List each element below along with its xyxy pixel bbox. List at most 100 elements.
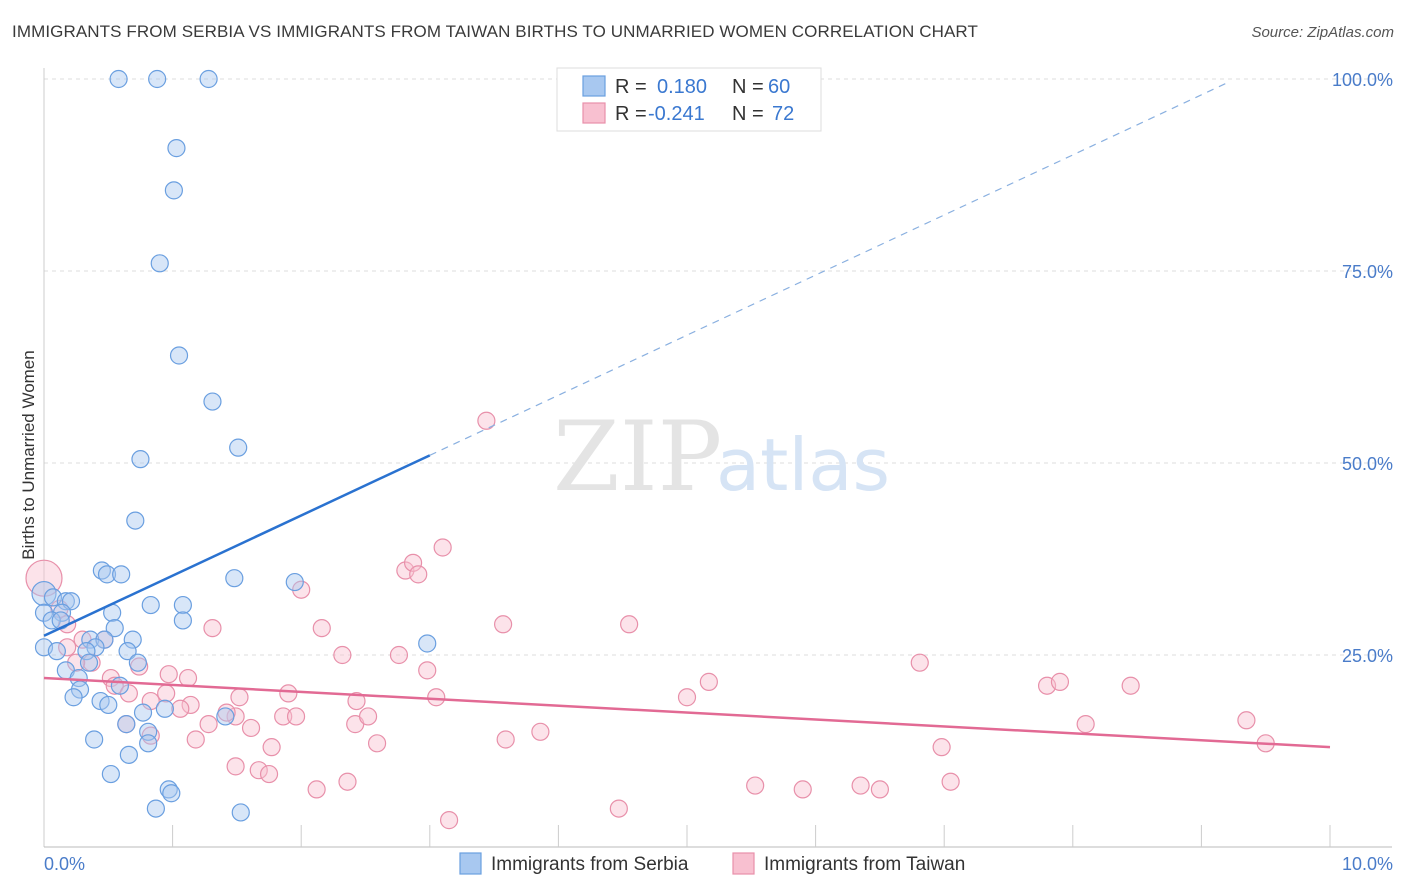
serbia-point-3 bbox=[167, 139, 186, 158]
legend-serbia-n-value: 60 bbox=[768, 76, 790, 98]
taiwan-trend-line bbox=[43, 676, 1331, 749]
serbia-point-32 bbox=[86, 638, 105, 657]
serbia-point-27 bbox=[173, 611, 192, 630]
taiwan-point-31 bbox=[249, 761, 268, 780]
x-tick-labels: 0.0% 10.0% bbox=[44, 854, 1393, 874]
axes bbox=[43, 68, 1392, 848]
taiwan-point-33 bbox=[312, 619, 331, 638]
taiwan-point-48 bbox=[477, 411, 496, 430]
serbia-point-5 bbox=[150, 254, 169, 273]
bottom-legend-serbia-label: Immigrants from Serbia bbox=[491, 854, 689, 875]
taiwan-point-64 bbox=[1076, 715, 1095, 734]
taiwan-point-39 bbox=[389, 645, 409, 665]
serbia-point-15 bbox=[285, 572, 304, 592]
taiwan-point-57 bbox=[851, 776, 870, 795]
taiwan-point-70 bbox=[439, 811, 459, 830]
taiwan-point-7 bbox=[67, 653, 86, 672]
watermark-atlas: atlas bbox=[716, 423, 890, 507]
serbia-point-55 bbox=[101, 764, 120, 784]
bottom-legend-taiwan-label: Immigrants from Taiwan bbox=[764, 854, 965, 875]
serbia-point-13 bbox=[112, 565, 131, 584]
serbia-point-58 bbox=[146, 799, 165, 818]
serbia-point-39 bbox=[128, 653, 147, 672]
serbia-point-43 bbox=[110, 676, 129, 695]
taiwan-point-69 bbox=[338, 772, 357, 791]
y-axis-label: Births to Unmarried Women bbox=[19, 350, 38, 559]
taiwan-point-16 bbox=[181, 695, 200, 715]
y-tick-labels: 25.0% 50.0% 75.0% 100.0% bbox=[1332, 70, 1393, 666]
taiwan-point-71 bbox=[609, 799, 628, 818]
serbia-point-49 bbox=[216, 707, 235, 726]
serbia-point-47 bbox=[155, 699, 174, 718]
taiwan-point-59 bbox=[910, 653, 929, 672]
serbia-point-10 bbox=[126, 511, 145, 530]
serbia-point-54 bbox=[119, 745, 138, 764]
legend-serbia-r-label: R = bbox=[615, 76, 647, 98]
serbia-point-14 bbox=[225, 569, 244, 588]
taiwan-point-41 bbox=[403, 553, 423, 572]
serbia-point-41 bbox=[69, 668, 88, 688]
serbia-point-37 bbox=[118, 642, 137, 661]
serbia-point-1 bbox=[148, 69, 167, 89]
trend-lines bbox=[43, 82, 1331, 749]
taiwan-point-30 bbox=[226, 757, 245, 776]
taiwan-point-29 bbox=[286, 707, 306, 726]
taiwan-point-17 bbox=[171, 699, 190, 718]
taiwan-point-24 bbox=[230, 688, 249, 707]
taiwan-point-56 bbox=[793, 780, 812, 799]
x-tick-label-1: 10.0% bbox=[1342, 854, 1393, 874]
serbia-point-6 bbox=[169, 346, 189, 365]
watermark-zip: ZIP bbox=[553, 401, 722, 513]
taiwan-point-5 bbox=[58, 638, 77, 657]
taiwan-point-34 bbox=[333, 645, 352, 665]
taiwan-point-10 bbox=[159, 665, 178, 684]
taiwan-point-58 bbox=[870, 780, 890, 799]
serbia-point-53 bbox=[139, 734, 158, 753]
grid bbox=[44, 78, 1392, 656]
taiwan-point-53 bbox=[677, 688, 697, 707]
taiwan-point-51 bbox=[531, 722, 550, 741]
serbia-point-46 bbox=[99, 695, 118, 715]
serbia-point-20 bbox=[141, 595, 160, 615]
taiwan-point-44 bbox=[427, 688, 446, 707]
serbia-point-2 bbox=[199, 69, 218, 89]
legend-taiwan-n-value: 72 bbox=[772, 103, 794, 125]
bottom-legend-taiwan-swatch bbox=[732, 852, 755, 875]
serbia-point-31 bbox=[123, 630, 142, 649]
serbia-point-21 bbox=[173, 595, 192, 615]
taiwan-point-27 bbox=[279, 684, 298, 703]
taiwan-point-25 bbox=[241, 718, 261, 738]
taiwan-point-42 bbox=[418, 661, 437, 680]
serbia-point-22 bbox=[34, 603, 54, 622]
chart-title: IMMIGRANTS FROM SERBIA VS IMMIGRANTS FRO… bbox=[12, 22, 978, 41]
serbia-point-0 bbox=[109, 69, 128, 89]
taiwan-point-14 bbox=[157, 684, 176, 703]
y-tick-label-2: 75.0% bbox=[1342, 262, 1393, 282]
serbia-point-12 bbox=[97, 565, 117, 584]
taiwan-point-47 bbox=[409, 565, 428, 584]
taiwan-point-54 bbox=[699, 672, 718, 691]
taiwan-point-61 bbox=[941, 772, 960, 791]
taiwan-point-28 bbox=[274, 707, 293, 726]
y-tick-label-3: 100.0% bbox=[1332, 70, 1393, 90]
taiwan-point-68 bbox=[307, 780, 326, 799]
taiwan-point-19 bbox=[199, 715, 218, 734]
correlation-legend: R = 0.180 N = 60 R = -0.241 N = 72 bbox=[556, 67, 822, 132]
series-legend: Immigrants from Serbia Immigrants from T… bbox=[459, 852, 965, 875]
serbia-point-23 bbox=[52, 603, 72, 622]
taiwan-point-49 bbox=[494, 615, 513, 634]
serbia-point-7 bbox=[203, 392, 222, 411]
taiwan-point-22 bbox=[186, 730, 205, 749]
taiwan-point-32 bbox=[259, 764, 279, 784]
legend-serbia-swatch bbox=[582, 75, 606, 97]
taiwan-point-36 bbox=[347, 691, 366, 711]
serbia-point-35 bbox=[47, 642, 66, 661]
serbia-point-52 bbox=[85, 730, 104, 749]
legend-serbia-r-value: 0.180 bbox=[657, 76, 707, 98]
source-label: Source: ZipAtlas.com bbox=[1251, 24, 1394, 41]
taiwan-point-65 bbox=[1121, 676, 1140, 695]
serbia-point-38 bbox=[79, 653, 99, 672]
serbia-point-50 bbox=[117, 715, 136, 734]
serbia-point-8 bbox=[229, 438, 248, 457]
taiwan-point-11 bbox=[178, 668, 198, 688]
